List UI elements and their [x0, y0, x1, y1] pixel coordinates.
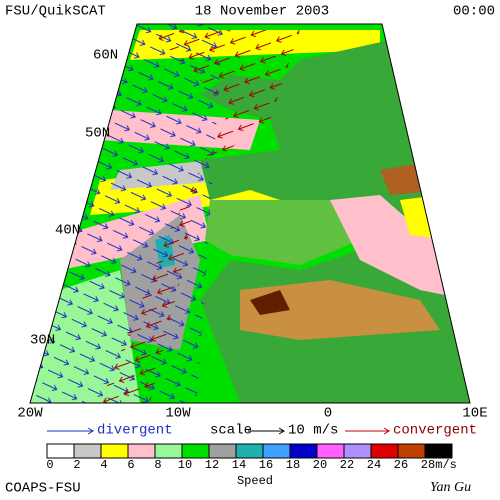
- lat-label: 50N: [85, 126, 110, 142]
- colorbar-tick-label: 14: [232, 458, 246, 472]
- map-frame: [29, 23, 471, 404]
- colorbar-swatch: [154, 443, 183, 459]
- colorbar-tick-label: 20: [313, 458, 327, 472]
- colorbar-tick-label: 8: [154, 458, 161, 472]
- colorbar-tick-label: 0: [46, 458, 53, 472]
- colorbar-swatch: [343, 443, 372, 459]
- colorbar-swatch: [208, 443, 237, 459]
- footer-right: Yan Gu: [430, 480, 471, 495]
- lat-label: 40N: [55, 223, 80, 239]
- colorbar-swatch: [424, 443, 453, 459]
- lat-label: 30N: [30, 333, 55, 349]
- header-time: 00:00: [453, 4, 495, 20]
- colorbar-tick-label: 18: [286, 458, 300, 472]
- header-left: FSU/QuikSCAT: [5, 4, 106, 20]
- footer-left: COAPS-FSU: [5, 481, 81, 497]
- colorbar-swatch: [370, 443, 399, 459]
- colorbar-swatch: [235, 443, 264, 459]
- colorbar-swatch: [262, 443, 291, 459]
- colorbar-tick-label: 2: [73, 458, 80, 472]
- colorbar-tick-label: 24: [367, 458, 381, 472]
- colorbar-tick-label: 22: [340, 458, 354, 472]
- colorbar-title: Speed: [237, 474, 273, 488]
- legend-divergent: divergent: [97, 423, 173, 439]
- colorbar-swatch: [127, 443, 156, 459]
- header-date: 18 November 2003: [195, 4, 329, 20]
- legend-scale: scale: [210, 423, 252, 439]
- colorbar-swatch: [316, 443, 345, 459]
- legend: divergent scale 10 m/s convergent: [47, 423, 477, 439]
- colorbar-swatch: [181, 443, 210, 459]
- lat-label: 60N: [93, 48, 118, 64]
- colorbar-tick-label: 4: [100, 458, 107, 472]
- colorbar-swatch: [289, 443, 318, 459]
- colorbar-swatch: [46, 443, 75, 459]
- colorbar-tick-label: 28: [421, 458, 435, 472]
- colorbar: 0 2 4 6 8 10 12 14 16 18 20 22 24 26 28 m/s: [46, 443, 457, 472]
- colorbar-swatch: [100, 443, 129, 459]
- colorbar-tick-label: 12: [205, 458, 219, 472]
- colorbar-swatch: [397, 443, 426, 459]
- colorbar-unit: m/s: [435, 458, 457, 472]
- colorbar-tick-label: 10: [178, 458, 192, 472]
- colorbar-tick-label: 26: [394, 458, 408, 472]
- legend-scale-value: 10 m/s: [288, 423, 338, 439]
- colorbar-swatch: [73, 443, 102, 459]
- legend-convergent: convergent: [393, 423, 477, 439]
- lon-label: 10E: [462, 406, 487, 422]
- lon-label: 10W: [165, 406, 191, 422]
- lon-label: 20W: [17, 406, 43, 422]
- lon-label: 0: [324, 406, 332, 422]
- colorbar-tick-label: 16: [259, 458, 273, 472]
- colorbar-tick-label: 6: [127, 458, 134, 472]
